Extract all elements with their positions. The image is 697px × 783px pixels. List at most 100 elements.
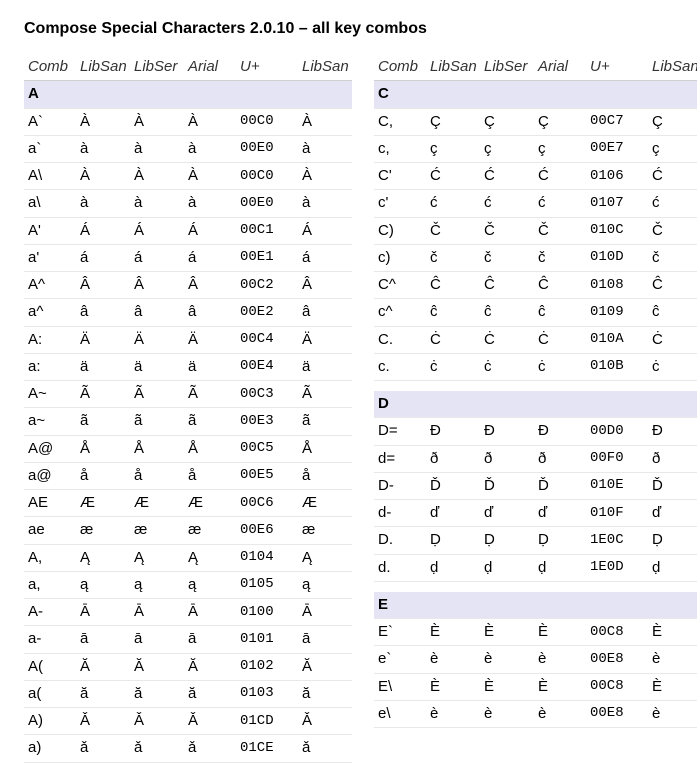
cell-comb: A( — [24, 653, 76, 680]
cell-libsan: È — [426, 619, 480, 646]
cell-libsan: Ď — [426, 472, 480, 499]
cell-libser: ä — [130, 353, 184, 380]
table-row: a:äää00E4ä — [24, 353, 352, 380]
cell-libsan2: È — [648, 673, 697, 700]
cell-libsan: å — [76, 462, 130, 489]
cell-libsan: Æ — [76, 490, 130, 517]
cell-uplus: 010D — [586, 244, 648, 271]
cell-uplus: 0103 — [236, 680, 298, 707]
cell-arial: Æ — [184, 490, 236, 517]
cell-arial: Ċ — [534, 326, 586, 353]
cell-comb: a\ — [24, 190, 76, 217]
cell-arial: ã — [184, 408, 236, 435]
cell-libsan2: È — [648, 619, 697, 646]
cell-arial: Č — [534, 217, 586, 244]
cell-arial: â — [184, 299, 236, 326]
cell-libser: È — [480, 673, 534, 700]
cell-uplus: 010E — [586, 472, 648, 499]
cell-libsan: À — [76, 163, 130, 190]
cell-libsan: Ç — [426, 108, 480, 135]
cell-libser: Ā — [130, 599, 184, 626]
cell-comb: c. — [374, 353, 426, 380]
cell-libser: â — [130, 299, 184, 326]
cell-comb: a) — [24, 735, 76, 762]
section-row: A — [24, 81, 352, 108]
table-row: c^ĉĉĉ0109ĉ — [374, 299, 697, 326]
cell-libser: Ć — [480, 163, 534, 190]
cell-libsan2: Ā — [298, 599, 352, 626]
cell-libsan: ă — [76, 680, 130, 707]
cell-libsan: ḍ — [426, 554, 480, 581]
cell-libsan2: á — [298, 244, 352, 271]
cell-libser: ā — [130, 626, 184, 653]
cell-arial: ć — [534, 190, 586, 217]
table-row: A-ĀĀĀ0100Ā — [24, 599, 352, 626]
cell-arial: À — [184, 108, 236, 135]
col-uplus: U+ — [586, 54, 648, 81]
cell-libser: Â — [130, 272, 184, 299]
cell-uplus: 0106 — [586, 163, 648, 190]
cell-comb: D- — [374, 472, 426, 499]
cell-libsan2: č — [648, 244, 697, 271]
cell-arial: ċ — [534, 353, 586, 380]
cell-uplus: 1E0D — [586, 554, 648, 581]
cell-libsan: â — [76, 299, 130, 326]
cell-arial: ĉ — [534, 299, 586, 326]
col-arial: Arial — [534, 54, 586, 81]
table-row: a\ààà00E0à — [24, 190, 352, 217]
cell-libsan2: Ã — [298, 381, 352, 408]
table-row: D=ĐĐĐ00D0Đ — [374, 418, 697, 445]
cell-libser: ç — [480, 135, 534, 162]
col-arial: Arial — [184, 54, 236, 81]
cell-comb: d. — [374, 554, 426, 581]
col-libser: LibSer — [480, 54, 534, 81]
cell-libsan2: À — [298, 163, 352, 190]
cell-uplus: 0107 — [586, 190, 648, 217]
table-left: Comb LibSan LibSer Arial U+ LibSan AA`ÀÀ… — [24, 54, 352, 763]
section-row: C — [374, 81, 697, 108]
cell-libser: Ď — [480, 472, 534, 499]
table-header-row: Comb LibSan LibSer Arial U+ LibSan — [374, 54, 697, 81]
cell-uplus: 00C8 — [586, 673, 648, 700]
cell-libser: Ă — [130, 653, 184, 680]
cell-libsan: Ć — [426, 163, 480, 190]
cell-uplus: 00C4 — [236, 326, 298, 353]
cell-libsan: ċ — [426, 353, 480, 380]
cell-libser: Ç — [480, 108, 534, 135]
col-uplus: U+ — [236, 54, 298, 81]
cell-uplus: 00C6 — [236, 490, 298, 517]
cell-libser: ď — [480, 500, 534, 527]
cell-libsan: à — [76, 190, 130, 217]
cell-uplus: 010F — [586, 500, 648, 527]
cell-libsan2: à — [298, 135, 352, 162]
cell-comb: A: — [24, 326, 76, 353]
cell-libsan2: Đ — [648, 418, 697, 445]
cell-comb: c' — [374, 190, 426, 217]
cell-libsan2: Ä — [298, 326, 352, 353]
cell-arial: ç — [534, 135, 586, 162]
cell-uplus: 0109 — [586, 299, 648, 326]
cell-uplus: 00E6 — [236, 517, 298, 544]
cell-libsan: ĉ — [426, 299, 480, 326]
cell-uplus: 00E0 — [236, 135, 298, 162]
cell-arial: è — [534, 700, 586, 727]
cell-comb: a( — [24, 680, 76, 707]
cell-uplus: 010B — [586, 353, 648, 380]
cell-libsan2: Ĉ — [648, 272, 697, 299]
cell-uplus: 01CD — [236, 708, 298, 735]
col-comb: Comb — [374, 54, 426, 81]
cell-libsan: Ã — [76, 381, 130, 408]
cell-libser: ă — [130, 680, 184, 707]
cell-libser: č — [480, 244, 534, 271]
cell-comb: A\ — [24, 163, 76, 190]
cell-libser: Ḍ — [480, 527, 534, 554]
cell-libsan2: Å — [298, 435, 352, 462]
cell-libsan: ã — [76, 408, 130, 435]
cell-uplus: 010C — [586, 217, 648, 244]
cell-uplus: 00E3 — [236, 408, 298, 435]
cell-uplus: 00C3 — [236, 381, 298, 408]
table-row: C.ĊĊĊ010AĊ — [374, 326, 697, 353]
cell-libsan2: Ą — [298, 544, 352, 571]
table-row: e`èèè00E8è — [374, 646, 697, 673]
cell-arial: á — [184, 244, 236, 271]
